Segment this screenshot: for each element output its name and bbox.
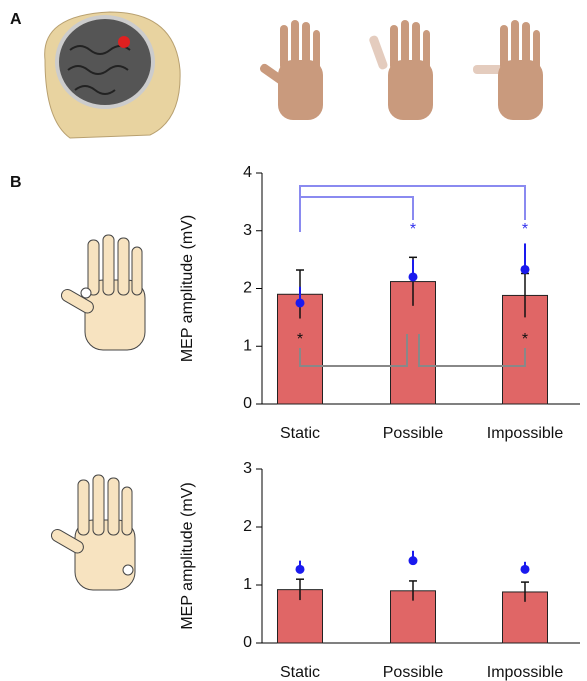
y-tick-label: 4 — [243, 164, 252, 181]
y-axis-label: MEP amplitude (mV) — [179, 482, 196, 629]
y-tick-label: 0 — [243, 634, 252, 651]
hand-photos — [258, 20, 543, 120]
y-tick-label: 0 — [243, 395, 252, 412]
y-tick-label: 3 — [243, 460, 252, 477]
panel-label: A — [10, 11, 22, 28]
y-tick-label: 1 — [243, 337, 252, 354]
head-illustration — [45, 12, 180, 138]
x-tick-label: Static — [280, 664, 320, 681]
dot — [296, 565, 305, 574]
dot — [409, 272, 418, 281]
y-tick-label: 2 — [243, 280, 252, 297]
y-tick-label: 1 — [243, 576, 252, 593]
x-tick-label: Possible — [383, 425, 444, 442]
significance-mark: * — [297, 331, 303, 348]
significance-mark: * — [522, 331, 528, 348]
dot — [521, 265, 530, 274]
figure: A B MEP amplitude (mV) 0 1 2 3 4 Static Possibl… — [0, 0, 587, 681]
hand-schematic — [49, 235, 145, 590]
comparison-bracket — [300, 186, 413, 220]
x-tick-label: Possible — [383, 664, 444, 681]
significance-mark: * — [522, 221, 528, 238]
dot — [521, 565, 530, 574]
x-tick-label: Static — [280, 425, 320, 442]
x-tick-label: Impossible — [487, 425, 564, 442]
panel-label: B — [10, 174, 22, 191]
significance-mark: * — [410, 221, 416, 238]
y-tick-label: 3 — [243, 222, 252, 239]
dot — [296, 298, 305, 307]
y-tick-label: 2 — [243, 518, 252, 535]
dot — [409, 556, 418, 565]
y-axis-label: MEP amplitude (mV) — [179, 215, 196, 362]
x-tick-label: Impossible — [487, 664, 564, 681]
page: A B MEP amplitude (mV) 0 1 2 3 4 Static Possibl… — [0, 0, 587, 681]
